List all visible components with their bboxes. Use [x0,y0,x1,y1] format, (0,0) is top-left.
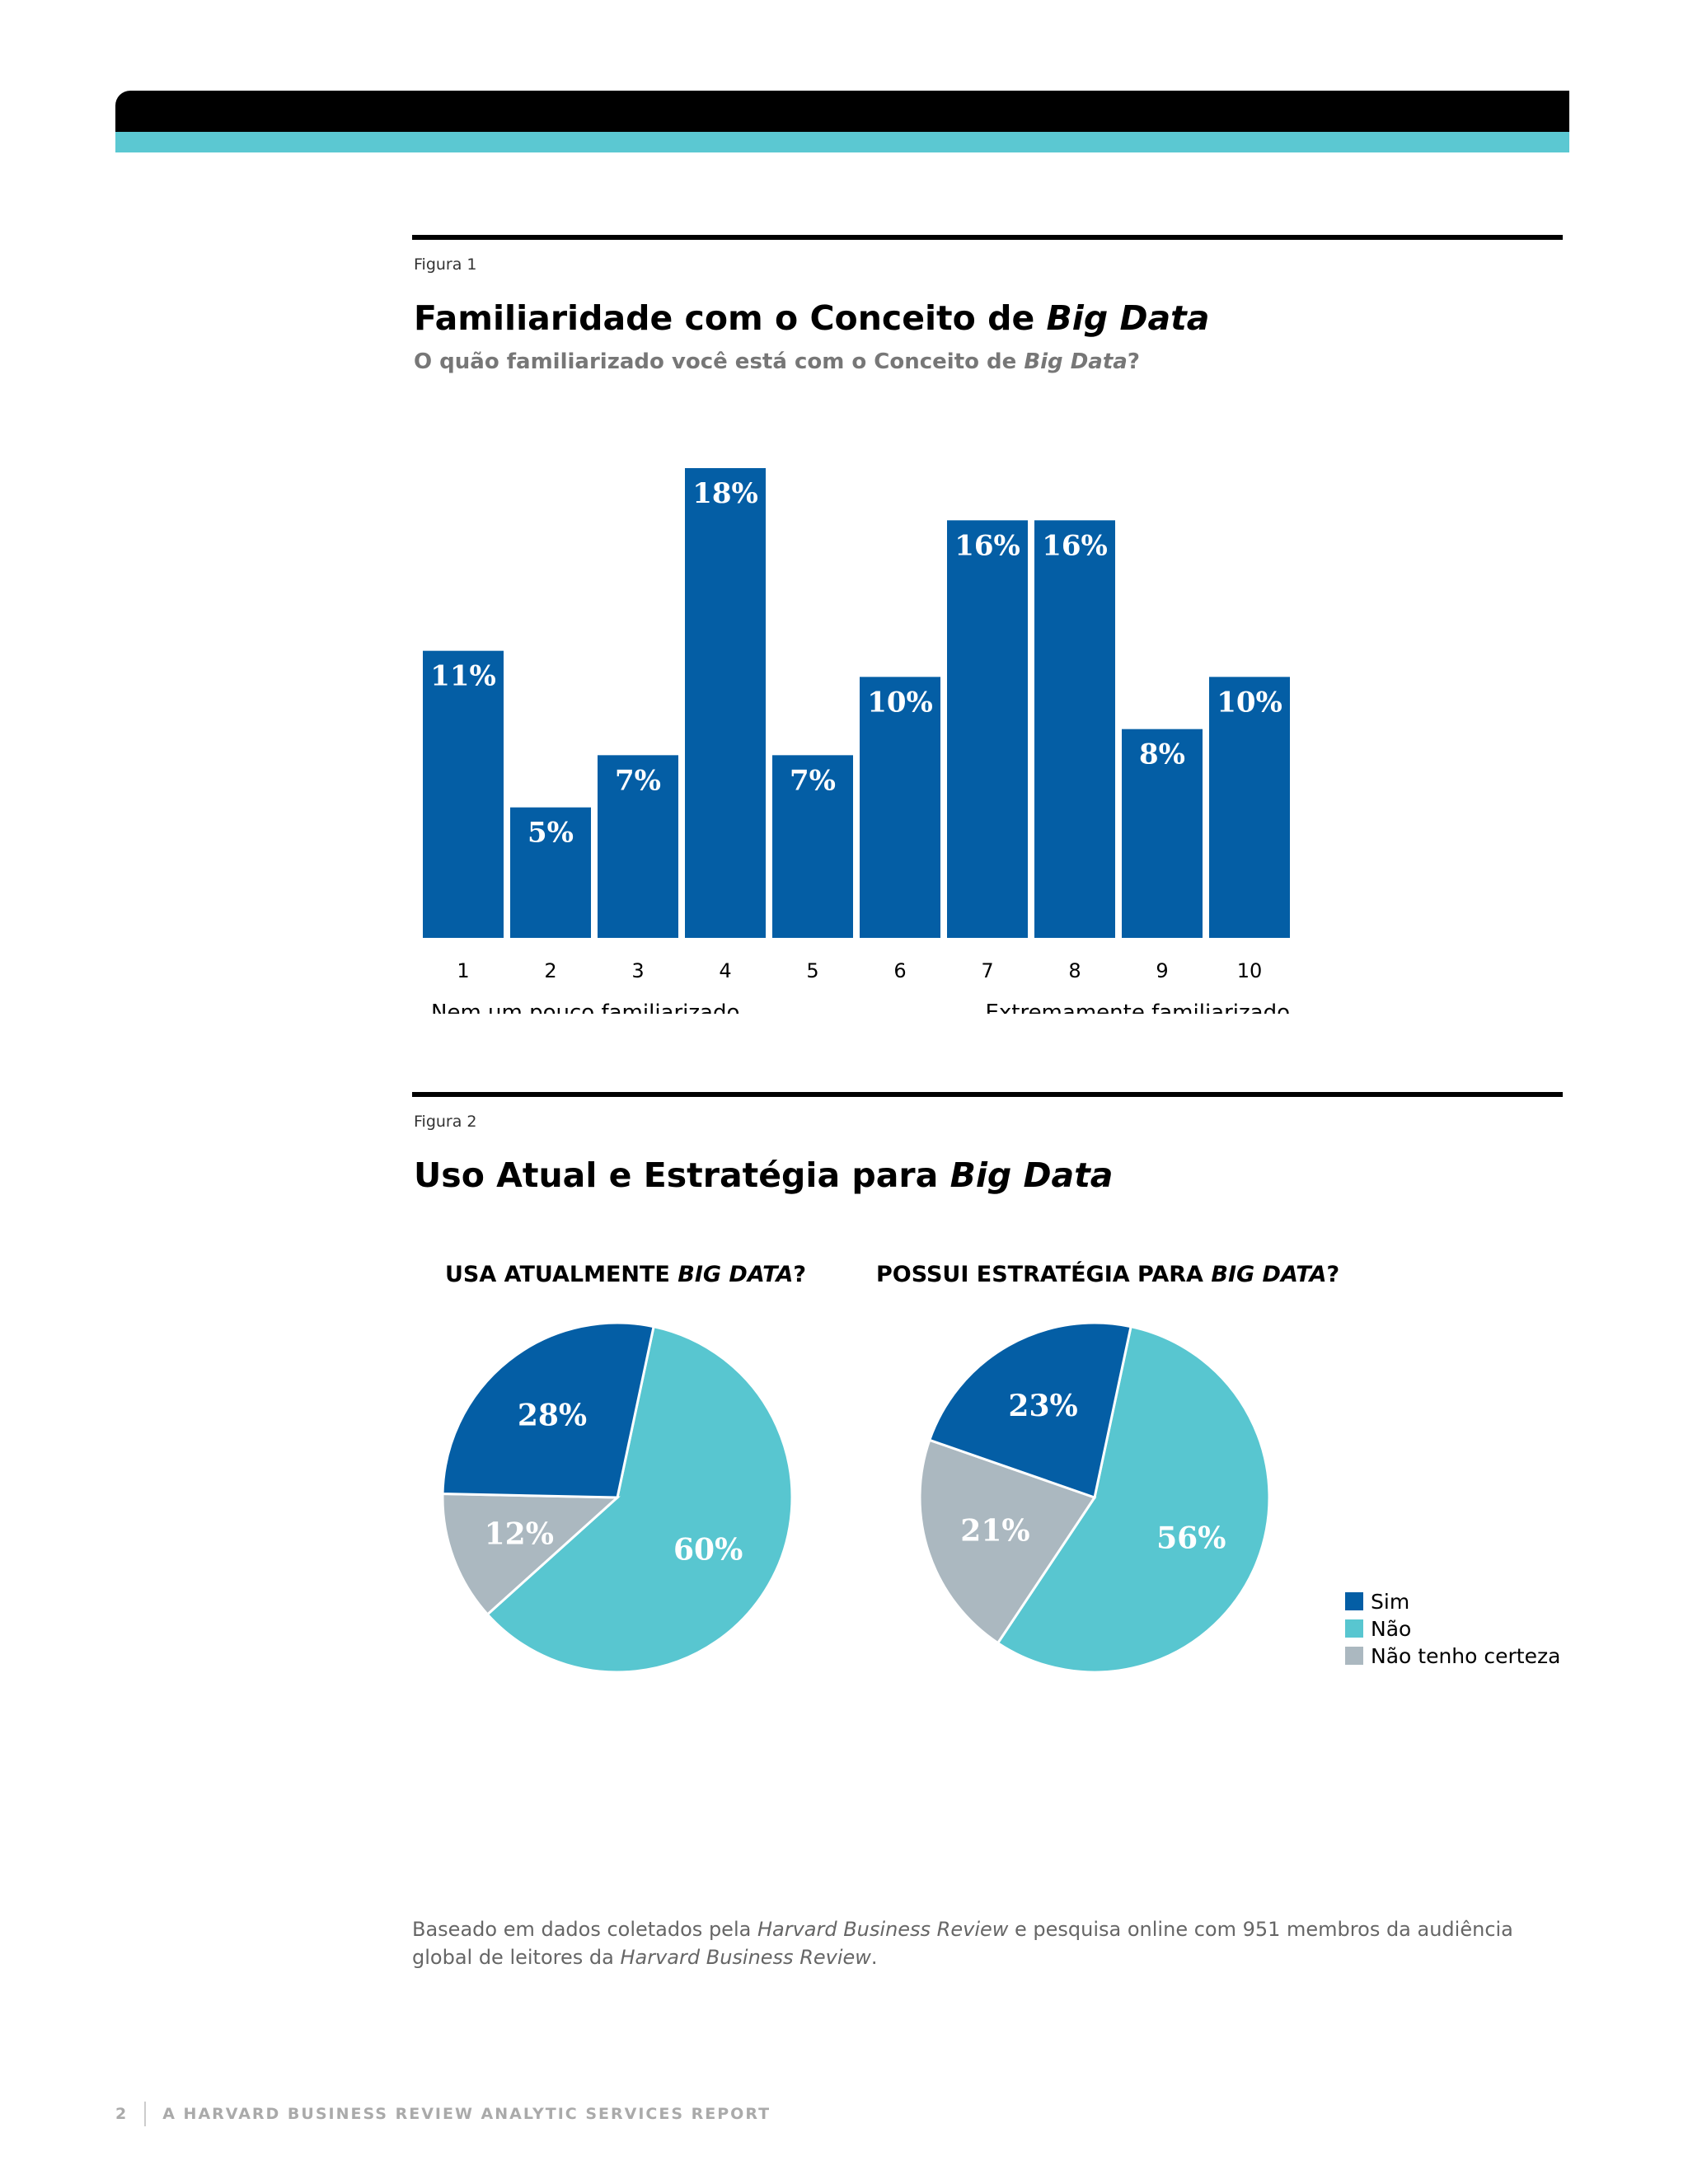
pie-charts: USA ATUALMENTE BIG DATA? POSSUI ESTRATÉG… [441,1261,1560,1674]
page-footer: 2 A HARVARD BUSINESS REVIEW ANALYTIC SER… [115,2102,771,2126]
bar-value-label: 16% [954,529,1020,562]
x-axis-label-right: Extremamente familiarizado [985,1001,1290,1014]
bar-4 [685,468,766,938]
x-tick-label: 2 [544,959,556,982]
figure1-title: Familiaridade com o Conceito de Big Data [414,298,1210,338]
bar-9 [1122,729,1203,938]
pie1-slice-sim [441,1321,655,1499]
source-note: Baseado em dados coletados pela Harvard … [412,1918,1513,1969]
x-tick-label: 8 [1068,959,1081,982]
pie1-title: USA ATUALMENTE BIG DATA? [445,1262,806,1287]
bar-2 [510,807,591,938]
pie1-slice-nao [485,1324,794,1674]
footer-text: A HARVARD BUSINESS REVIEW ANALYTIC SERVI… [162,2105,771,2123]
pie2-slice-nao-tenho-certeza [918,1438,1097,1645]
bar-10 [1209,677,1290,938]
bar-7 [947,520,1028,938]
x-tick-label: 6 [893,959,906,982]
pie2-slice-label: 56% [1156,1521,1226,1555]
bar-value-label: 10% [867,686,933,719]
pie2-slice-label: 21% [960,1514,1029,1549]
pie1-slice-label: 12% [485,1516,554,1551]
pie1-slice-label: 28% [518,1398,587,1432]
x-tick-label: 10 [1237,959,1263,982]
x-tick-label: 4 [719,959,731,982]
bar-value-label: 8% [1139,738,1185,771]
page-number: 2 [115,2105,129,2123]
legend-label: Não [1371,1617,1411,1641]
x-tick-label: 7 [981,959,993,982]
figure2-rule [412,1092,1563,1097]
pie2-slice-label: 23% [1008,1389,1077,1423]
pie2-title: POSSUI ESTRATÉGIA PARA BIG DATA? [876,1261,1339,1287]
x-tick-label: 9 [1156,959,1168,982]
bar-1 [423,650,504,938]
bar-value-label: 16% [1042,529,1108,562]
figure2-label: Figura 2 [414,1113,477,1131]
x-tick-label: 1 [457,959,469,982]
pie1-slice-nao-tenho-certeza [441,1493,621,1616]
legend-label: Sim [1371,1590,1409,1614]
bar-value-label: 10% [1217,686,1282,719]
legend-swatch [1345,1619,1363,1638]
figure2-title: Uso Atual e Estratégia para Big Data [414,1155,1114,1195]
bar-5 [772,755,853,938]
bar-3 [598,755,678,938]
x-axis-label-left: Nem um pouco familiarizado [431,1001,739,1014]
pie1-slice-label: 60% [673,1533,743,1568]
legend-label: Não tenho certeza [1371,1644,1560,1668]
bar-value-label: 7% [790,764,836,797]
legend-swatch [1345,1647,1363,1665]
figure1-label: Figura 1 [414,255,477,274]
legend-swatch [1345,1592,1363,1610]
header-accent-bar [115,132,1569,152]
figure1-subtitle: O quão familiarizado você está com o Con… [414,349,1140,374]
bar-chart: 11% 1 5% 2 7% 3 18% 4 7% 5 10% 6 16% 7 16% 8 8% 9 10% 10 Nem… [423,468,1290,1014]
x-tick-label: 5 [806,959,818,982]
bar-value-label: 11% [430,660,496,693]
bar-value-label: 7% [615,764,661,797]
x-tick-label: 3 [631,959,644,982]
pie2-slice-sim [927,1321,1132,1499]
bar-6 [860,677,940,938]
bar-8 [1034,520,1115,938]
pie2-slice-nao [996,1324,1271,1674]
bar-value-label: 5% [528,817,574,850]
bar-value-label: 18% [692,477,758,510]
figure1-rule [412,235,1563,240]
footer-divider [144,2102,147,2126]
header-black-bar [115,91,1569,134]
